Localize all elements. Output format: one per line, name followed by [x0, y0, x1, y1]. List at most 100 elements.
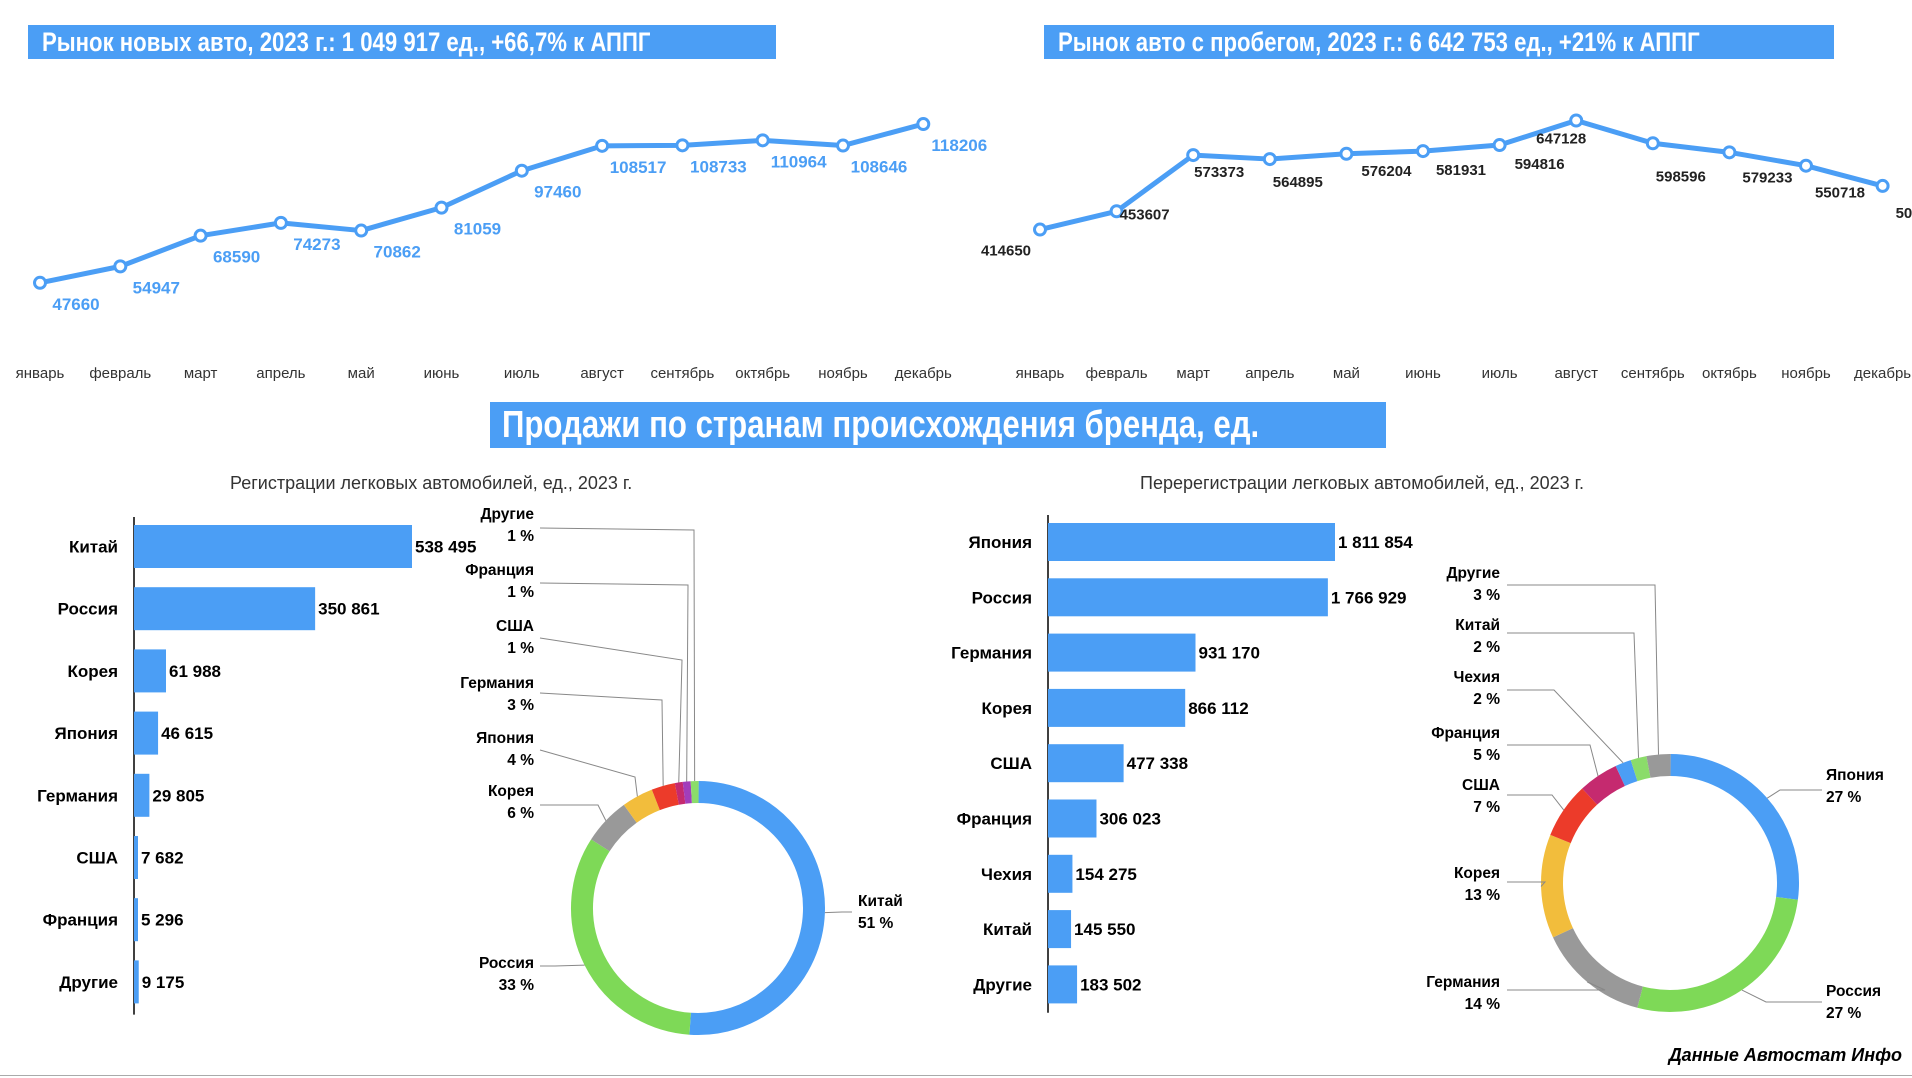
reregistrations_pie-leader	[1507, 744, 1599, 777]
new_cars_monthly-point	[514, 163, 529, 178]
reregistrations_pie-slice	[1615, 760, 1638, 787]
registrations_pie-leader	[539, 692, 664, 786]
registrations_pie-slice-label: Корея	[488, 783, 534, 800]
reregistrations_bar-category-label: Чехия	[981, 865, 1032, 884]
reregistrations_pie-slice	[1670, 754, 1799, 900]
used_cars_monthly-data-label: 647128	[1536, 130, 1586, 147]
registrations_bar-category-label: США	[76, 849, 118, 868]
reregistrations_pie-leader	[1741, 989, 1822, 1003]
used_cars_monthly-tick-label: июнь	[1405, 365, 1441, 382]
registrations_bar-category-label: Россия	[58, 600, 118, 619]
reregistrations_pie-slice-label: Франция	[1431, 725, 1500, 742]
used_cars_monthly-tick-label: июль	[1482, 365, 1518, 382]
new_cars_monthly-point	[113, 259, 128, 274]
reregistrations_bar-value-label: 866 112	[1188, 699, 1249, 718]
reregistrations_pie-leader	[1507, 881, 1547, 887]
registrations_bar-bar	[134, 836, 138, 879]
reregistrations_bar-bar	[1048, 523, 1335, 561]
used_cars_monthly-point	[1339, 146, 1354, 161]
registrations_pie-slice-label: Китай	[858, 893, 903, 910]
registrations_bar-value-label: 46 615	[161, 724, 213, 743]
new_cars_monthly-tick-label: сентябрь	[650, 365, 714, 382]
reregistrations_pie-slice-label: Япония	[1826, 767, 1884, 784]
reregistrations_bar-value-label: 1 766 929	[1331, 588, 1407, 607]
registrations_pie-slice	[591, 804, 638, 852]
used_cars_monthly-point	[1722, 145, 1737, 160]
registrations_bar-value-label: 7 682	[141, 849, 184, 868]
new_cars_monthly-data-label: 97460	[534, 183, 581, 202]
registrations_pie-leader	[824, 911, 852, 914]
registrations_pie-slice-label: Франция	[465, 562, 534, 579]
reregistrations_bar-bar	[1048, 633, 1196, 672]
reregistrations_pie-leader	[1766, 789, 1822, 799]
registrations_pie-slice	[571, 839, 692, 1035]
reregistrations_pie-slice-label: Китай	[1455, 617, 1500, 634]
reregistrations_bar-bar	[1048, 965, 1078, 1004]
reregistrations_pie-slice	[1541, 834, 1574, 938]
reregistrations_bar-value-label: 154 275	[1075, 865, 1136, 884]
reregistrations_bar-category-label: Германия	[951, 644, 1032, 663]
new_cars_monthly-point	[595, 138, 610, 153]
registrations_pie-slice-label: Россия	[479, 955, 534, 972]
registrations_bar-bar	[134, 773, 150, 817]
used_cars_monthly-tick-label: август	[1554, 365, 1598, 382]
registrations_bar-category-label: Другие	[59, 973, 118, 992]
new_cars_monthly-point	[354, 223, 369, 238]
reregistrations_pie-slice	[1637, 896, 1798, 1012]
used_cars_monthly-point	[1569, 113, 1584, 128]
registrations_pie-slice	[682, 781, 693, 804]
reregistrations_pie-slice-percent: 3 %	[1473, 587, 1500, 604]
reregistrations_pie-slice-percent: 27 %	[1826, 1005, 1862, 1022]
reregistrations_pie-slice-label: США	[1462, 777, 1500, 794]
new_cars_monthly-tick-label: январь	[16, 365, 65, 382]
used_cars_monthly-data-label: 581931	[1436, 162, 1486, 179]
registrations_pie-slice-label: Германия	[460, 675, 534, 692]
used_cars_monthly-point	[1416, 144, 1430, 159]
used_cars_monthly-data-label: 507602	[1896, 205, 1912, 222]
registrations_pie-slice-percent: 1 %	[507, 640, 534, 657]
used-market-title: Рынок авто с пробегом, 2023 г.: 6 642 75…	[1058, 26, 1700, 57]
new_cars_monthly-data-label: 108646	[851, 158, 908, 177]
registrations_pie-slice-percent: 51 %	[858, 915, 894, 932]
registrations_pie-slice-percent: 4 %	[507, 752, 534, 769]
reregistrations_pie-slice-percent: 5 %	[1473, 747, 1500, 764]
registrations_bar-value-label: 5 296	[141, 911, 184, 930]
new_cars_monthly-tick-label: декабрь	[895, 365, 952, 382]
used_cars_monthly-point	[1492, 138, 1507, 153]
reregistrations_pie-slice	[1630, 756, 1651, 782]
reregistrations_bar-value-label: 477 338	[1127, 754, 1188, 773]
reregistrations_pie-slice-label: Другие	[1446, 565, 1500, 582]
reregistrations_bar-value-label: 183 502	[1080, 975, 1141, 994]
reregistrations_bar-value-label: 931 170	[1198, 644, 1259, 663]
used_cars_monthly-tick-label: ноябрь	[1781, 365, 1831, 382]
reregistrations_pie-slice-percent: 2 %	[1473, 639, 1500, 656]
reregistrations_pie-slice	[1550, 788, 1598, 844]
registrations_pie-leader	[539, 527, 696, 782]
registrations_pie-slice-label: Другие	[480, 506, 534, 523]
new_cars_monthly-data-label: 108517	[610, 158, 667, 177]
reregistrations_pie-leader	[1507, 584, 1660, 755]
new_cars_monthly-tick-label: июнь	[424, 365, 460, 382]
registrations_bar-value-label: 29 805	[152, 786, 204, 805]
reregistrations_bar-bar	[1048, 688, 1186, 727]
new_cars_monthly-data-label: 81059	[454, 220, 501, 239]
reregistrations_bar-bar	[1048, 578, 1328, 617]
new_cars_monthly-data-label: 54947	[133, 278, 180, 297]
used_cars_monthly-tick-label: сентябрь	[1621, 365, 1685, 382]
used_cars_monthly-data-label: 576204	[1361, 163, 1412, 180]
registrations_pie-slice-percent: 33 %	[499, 977, 535, 994]
new_cars_monthly-tick-label: ноябрь	[818, 365, 868, 382]
reregistrations_pie-slice	[1553, 927, 1644, 1008]
registrations_pie-slice	[623, 789, 661, 823]
used_cars_monthly-data-label: 598596	[1656, 168, 1706, 185]
registrations_pie-slice-percent: 1 %	[507, 528, 534, 545]
new_cars_monthly-tick-label: июль	[504, 365, 540, 382]
new-market-banner: Рынок новых авто, 2023 г.: 1 049 917 ед.…	[28, 25, 776, 59]
new_cars_monthly-tick-label: август	[580, 365, 624, 382]
used_cars_monthly-point	[1875, 178, 1890, 193]
used_cars_monthly-point	[1186, 148, 1201, 163]
used_cars_monthly-point	[1109, 204, 1124, 219]
reregistrations_pie-slice-label: Чехия	[1454, 669, 1501, 686]
registrations_pie-slice-percent: 1 %	[507, 584, 534, 601]
